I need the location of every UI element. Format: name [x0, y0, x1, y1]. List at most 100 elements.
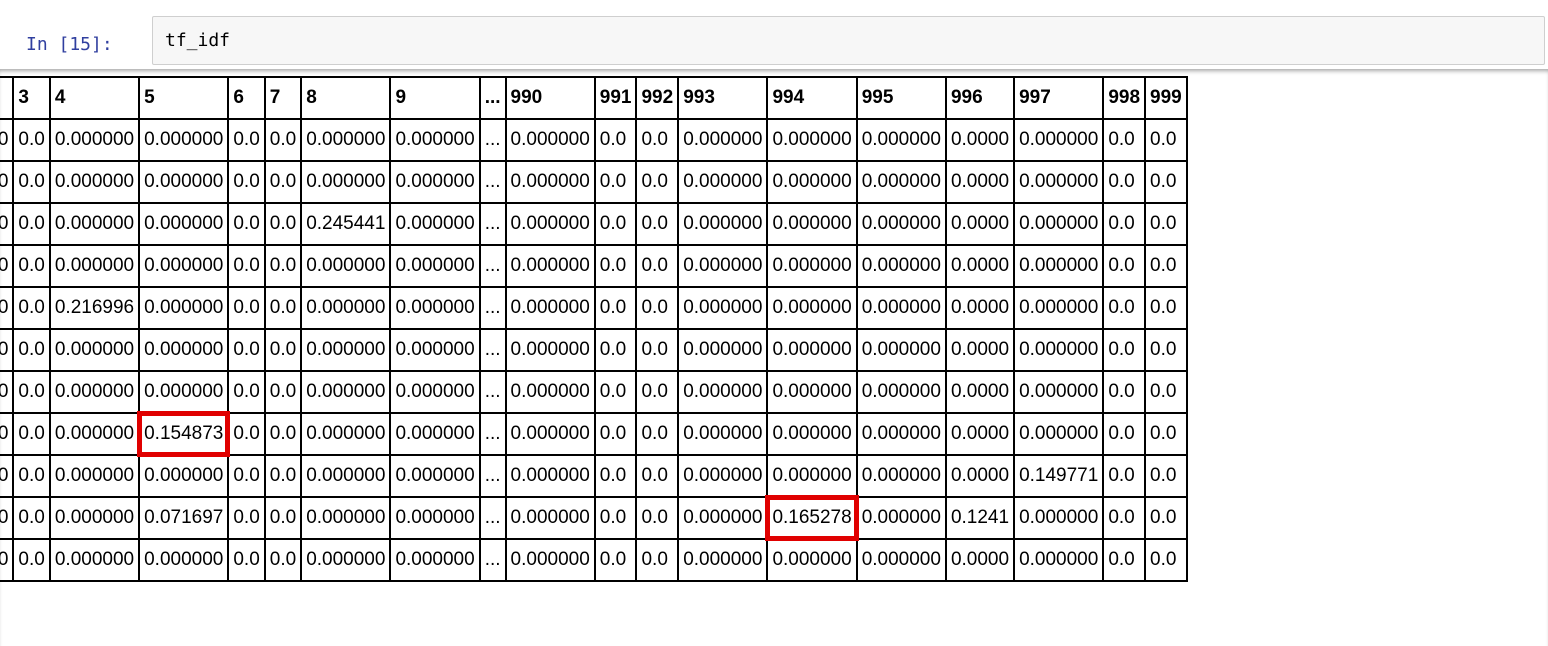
- table-cell: 0.0: [1102, 412, 1147, 456]
- table-cell: 0.000000: [300, 412, 392, 456]
- table-row: 0.00.00.0000000.0000000.00.00.0000000.00…: [0, 370, 1188, 414]
- table-cell: 0.0: [1144, 328, 1188, 372]
- table-cell: 0.0: [593, 370, 638, 414]
- table-cell: 0.000000: [389, 412, 481, 456]
- table-cell: 0.0000: [944, 202, 1016, 246]
- table-cell: 0.0: [593, 244, 638, 288]
- table-cell: 0.000000: [855, 244, 947, 288]
- table-cell: 0.000000: [138, 160, 230, 204]
- table-cell: 0.000000: [1013, 412, 1105, 456]
- table-cell: 0.000000: [766, 244, 858, 288]
- table-cell: 0.0: [635, 244, 680, 288]
- table-cell: 0.0000: [944, 244, 1016, 288]
- table-cell: 0.1241: [944, 496, 1016, 540]
- table-cell: 0.000000: [504, 496, 596, 540]
- table-cell: 0.0: [593, 328, 638, 372]
- table-cell: ...: [478, 202, 507, 246]
- table-cell: 0.0: [12, 370, 51, 414]
- table-cell: 0.000000: [677, 538, 769, 582]
- table-cell: 0.0: [635, 160, 680, 204]
- table-cell: 0.000000: [389, 118, 481, 162]
- table-cell: 0.0: [227, 370, 266, 414]
- table-cell: 0.000000: [138, 370, 230, 414]
- table-header-row: 23456789...99099199299399499599699799899…: [0, 76, 1188, 120]
- table-cell: 0.000000: [389, 286, 481, 330]
- table-cell: 0.000000: [855, 202, 947, 246]
- table-cell: 0.000000: [677, 202, 769, 246]
- table-cell: 0.0: [593, 412, 638, 456]
- dataframe-scroll-container[interactable]: 23456789...99099199299399499599699799899…: [0, 76, 1188, 582]
- table-cell: 0.0: [227, 496, 266, 540]
- table-cell: 0.000000: [1013, 538, 1105, 582]
- table-cell: 0.0: [1144, 244, 1188, 288]
- table-cell: 0.0: [1102, 496, 1147, 540]
- table-cell: 0.000000: [766, 202, 858, 246]
- table-cell: 0.000000: [389, 244, 481, 288]
- table-cell: 0.0: [12, 412, 51, 456]
- table-cell: 0.0000: [944, 412, 1016, 456]
- table-cell: 0.0000: [944, 370, 1016, 414]
- table-cell: 0.0: [263, 118, 303, 162]
- table-cell: 0.0: [1144, 370, 1188, 414]
- table-cell: 0.000000: [766, 412, 858, 456]
- table-cell: 0.0: [1102, 286, 1147, 330]
- table-cell: 0.000000: [48, 496, 141, 540]
- table-cell: 0.000000: [504, 370, 596, 414]
- table-cell: 0.000000: [855, 370, 947, 414]
- table-cell: 0.0: [635, 202, 680, 246]
- table-cell: 0.000000: [677, 370, 769, 414]
- table-cell: 0.000000: [855, 454, 947, 498]
- table-cell: 0.000000: [389, 370, 481, 414]
- table-cell: 0.0: [635, 538, 680, 582]
- table-cell: 0.000000: [138, 244, 230, 288]
- table-cell: 0.0: [227, 244, 266, 288]
- table-cell: 0.0: [12, 328, 51, 372]
- table-cell: 0.0: [0, 412, 15, 456]
- table-cell: 0.000000: [300, 496, 392, 540]
- table-cell: 0.000000: [766, 370, 858, 414]
- table-cell: 0.000000: [504, 286, 596, 330]
- column-header: 2: [0, 76, 15, 120]
- table-cell: 0.000000: [504, 202, 596, 246]
- table-cell: 0.000000: [855, 538, 947, 582]
- code-text[interactable]: tf_idf: [165, 30, 231, 51]
- table-cell: 0.000000: [48, 328, 141, 372]
- table-cell: 0.0: [263, 538, 303, 582]
- table-cell: 0.0: [593, 118, 638, 162]
- table-cell: 0.0: [0, 286, 15, 330]
- table-cell: 0.000000: [138, 328, 230, 372]
- table-cell: 0.0: [263, 412, 303, 456]
- table-cell: 0.0: [635, 454, 680, 498]
- table-cell: 0.0: [263, 496, 303, 540]
- table-cell: 0.000000: [504, 244, 596, 288]
- table-cell: 0.000000: [300, 244, 392, 288]
- table-cell: 0.0: [593, 538, 638, 582]
- table-cell: 0.000000: [389, 538, 481, 582]
- table-cell: 0.0: [635, 496, 680, 540]
- column-header: 992: [635, 76, 680, 120]
- table-cell: 0.0: [0, 538, 15, 582]
- table-cell: 0.0: [227, 454, 266, 498]
- table-cell: 0.0: [1102, 328, 1147, 372]
- table-cell: 0.0: [263, 160, 303, 204]
- column-header: 990: [504, 76, 596, 120]
- table-cell: 0.000000: [677, 244, 769, 288]
- table-row: 0.00.00.0000000.1548730.00.00.0000000.00…: [0, 411, 1188, 457]
- cell-output-area[interactable]: 23456789...99099199299399499599699799899…: [0, 69, 1548, 646]
- table-cell: 0.216996: [48, 286, 141, 330]
- table-cell: ...: [478, 244, 507, 288]
- table-cell: 0.0: [12, 496, 51, 540]
- code-editor[interactable]: tf_idf: [152, 16, 1545, 65]
- table-cell: 0.000000: [389, 328, 481, 372]
- table-cell: 0.0: [1102, 160, 1147, 204]
- table-row: 0.00.00.0000000.0000000.00.00.0000000.00…: [0, 160, 1188, 204]
- table-cell: 0.0: [263, 454, 303, 498]
- column-header: 8: [300, 76, 392, 120]
- table-cell: 0.000000: [766, 328, 858, 372]
- table-cell: ...: [478, 370, 507, 414]
- table-cell: 0.0: [227, 160, 266, 204]
- table-cell: 0.000000: [677, 496, 769, 540]
- table-cell: 0.0: [12, 202, 51, 246]
- table-cell: ...: [478, 118, 507, 162]
- table-cell: 0.0: [227, 412, 266, 456]
